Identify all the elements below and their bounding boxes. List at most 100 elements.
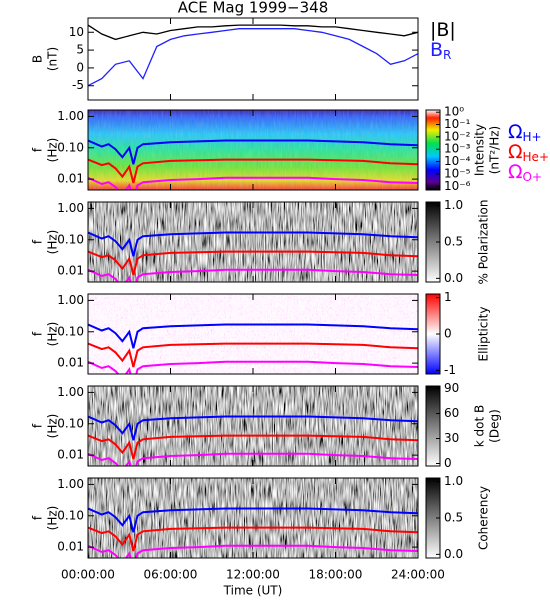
colorbar-label: % Polarization (477, 200, 491, 285)
y-axis-label: B (31, 55, 45, 63)
legend-name: B (430, 39, 443, 61)
y-tick-label: -5 (72, 78, 84, 92)
y-axis-label: f (31, 423, 45, 428)
legend-entry: BR (430, 39, 451, 62)
series-line (88, 415, 418, 441)
colorbar-tick-label: 10⁻³ (444, 142, 471, 156)
spectrogram-image (88, 386, 418, 466)
y-axis-label: (Hz) (46, 322, 60, 347)
colorbar-tick-label: 10⁰ (444, 105, 464, 119)
legend-subscript: O+ (523, 170, 543, 184)
colorbar-tick-label: 0.0 (444, 547, 463, 561)
series-line (88, 323, 418, 349)
y-tick-label: 1.00 (57, 477, 84, 491)
series-line (88, 24, 418, 41)
y-axis-label: (nT) (46, 47, 60, 71)
legend-entry: ΩHe+ (508, 141, 549, 164)
series-line (88, 158, 418, 184)
y-tick-label: 0.01 (57, 356, 84, 370)
legend-name: Ω (508, 141, 523, 163)
colorbar-tick-label: 0.5 (444, 235, 463, 249)
spectrogram-texture (88, 110, 418, 190)
y-axis-label: f (31, 147, 45, 152)
y-tick-label: 0.10 (57, 416, 84, 430)
spectrogram-image (88, 202, 418, 282)
y-tick-label: 0.01 (57, 540, 84, 554)
series-line (88, 434, 418, 460)
legend-name: Ω (508, 161, 523, 183)
series-line (88, 231, 418, 257)
colorbar-tick-label: -1 (444, 363, 456, 377)
panel: 1.000.100.01f (Hz)ΩH+ΩHe+ΩO+10⁰10⁻¹10⁻²10… (31, 105, 550, 193)
colorbar-tick-label: 30 (444, 431, 459, 445)
colorbar-tick-label: 90 (444, 381, 459, 395)
legend-entry: ΩH+ (508, 121, 542, 144)
colorbar-label: Coherency (477, 486, 491, 550)
colorbar-tick-label: 1.0 (444, 474, 463, 488)
panel: 1.00 0.10 0.01 f (Hz) 1 0 -1 Ellipticity (31, 290, 491, 377)
legend-subscript: R (443, 48, 451, 62)
series-line (88, 360, 418, 374)
y-tick-label: 1.00 (57, 385, 84, 399)
colorbar (425, 109, 441, 191)
series-line (88, 544, 418, 558)
legend-name: Ω (508, 121, 523, 143)
y-tick-label: 0.10 (57, 508, 84, 522)
y-tick-label: 1.00 (57, 201, 84, 215)
series-line (88, 28, 418, 87)
y-tick-label: 1.00 (57, 109, 84, 123)
y-tick-label: 0.01 (57, 172, 84, 186)
y-tick-label: 0 (76, 60, 84, 74)
chart-title: ACE Mag 1999−348 (178, 0, 329, 17)
series-line (88, 250, 418, 276)
colorbar-tick-label: 1.0 (444, 198, 463, 212)
y-axis-label: f (31, 515, 45, 520)
colorbar-label: k dot B (473, 405, 487, 447)
y-axis-label: (Hz) (46, 138, 60, 163)
series-line (88, 526, 418, 552)
y-axis-label: (Hz) (46, 506, 60, 531)
spectrogram-image (88, 294, 418, 374)
colorbar-label: Ellipticity (477, 307, 491, 362)
series-line (88, 268, 418, 282)
colorbar-tick-label: 10⁻⁵ (444, 166, 471, 180)
y-tick-label: 0.10 (57, 232, 84, 246)
series-line (88, 452, 418, 466)
legend-subscript: H+ (523, 130, 542, 144)
colorbar-tick-label: 0 (444, 456, 452, 470)
colorbar-tick-label: 60 (444, 406, 459, 420)
y-axis-label: (Hz) (46, 230, 60, 255)
y-axis-label: f (31, 239, 45, 244)
y-tick-label: 0.01 (57, 264, 84, 278)
colorbar-label: (Deg) (488, 409, 502, 443)
spectrogram-image (88, 478, 418, 558)
colorbar-tick-label: 0.5 (444, 511, 463, 525)
colorbar-label: Intensity (473, 124, 487, 176)
x-tick-label: 06:00:00 (144, 568, 198, 582)
x-tick-label: 24:00:00 (391, 568, 445, 582)
series-line (88, 342, 418, 368)
colorbar-tick-label: 10⁻¹ (444, 117, 471, 131)
plot-frame (87, 17, 419, 101)
y-tick-label: 0.01 (57, 448, 84, 462)
panel: 1.00 0.10 0.01 f (Hz) 90 60 30 0 k dot B (Deg) (31, 381, 502, 470)
panel: 1.00 0.10 0.01 f (Hz) 0.0 0.5 1.0 % Polarization (31, 198, 491, 285)
colorbar-tick-label: 0.0 (444, 271, 463, 285)
colorbar-tick-label: 0 (444, 327, 452, 341)
x-tick-label: 00:00:00 (61, 568, 115, 582)
colorbar-label: (nT²/Hz) (488, 126, 502, 174)
x-tick-label: 18:00:00 (309, 568, 363, 582)
panel: 1.00 0.10 0.01 f (Hz) 00:00:00 06:00:00 12:00:0… (31, 474, 491, 597)
y-tick-label: 1.00 (57, 293, 84, 307)
legend-subscript: He+ (523, 150, 549, 164)
colorbar-tick-label: 10⁻⁴ (444, 154, 471, 168)
colorbar (425, 385, 441, 467)
colorbar-tick-label: 10⁻⁶ (444, 179, 471, 193)
legend-entry: |B| (430, 19, 456, 41)
series-line (88, 507, 418, 533)
colorbar-tick-label: 1 (444, 290, 452, 304)
legend-entry: ΩO+ (508, 161, 542, 184)
y-tick-label: 5 (76, 43, 84, 57)
